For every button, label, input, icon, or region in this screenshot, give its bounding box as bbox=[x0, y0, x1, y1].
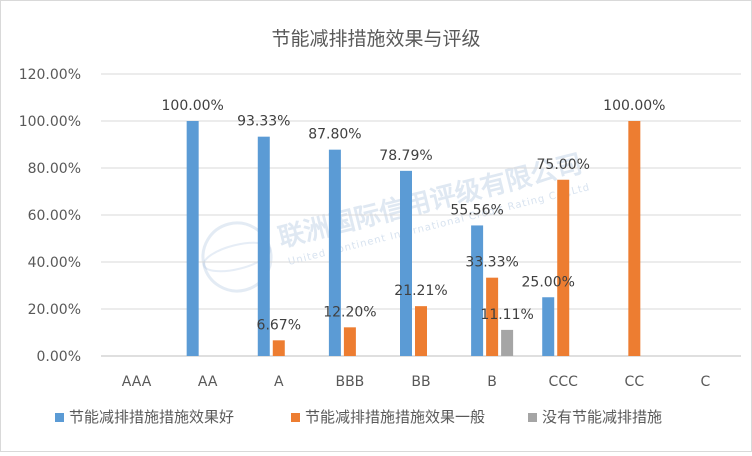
bar bbox=[328, 149, 341, 356]
bar bbox=[400, 170, 412, 356]
legend-item-label: 节能减排措施措施效果好 bbox=[69, 408, 234, 426]
bar bbox=[415, 306, 427, 356]
chart-title: 节能减排措施效果与评级 bbox=[271, 28, 480, 50]
legend-swatch bbox=[291, 413, 300, 422]
x-tick-label: AAA bbox=[122, 374, 152, 390]
x-tick-label: A bbox=[274, 374, 284, 390]
legend-swatch bbox=[528, 413, 537, 422]
x-tick-label: CCC bbox=[549, 374, 579, 390]
y-tick-label: 40.00% bbox=[28, 255, 81, 271]
data-label: 11.11% bbox=[480, 307, 533, 323]
legend-item-label: 节能减排措施措施效果一般 bbox=[305, 408, 485, 426]
bar bbox=[628, 121, 641, 356]
data-labels: 100.00% 93.33% 6.67% 87.80% 12.20% 78.79% 21.2… bbox=[162, 98, 666, 333]
legend-item-label: 没有节能减排措施 bbox=[542, 408, 662, 426]
data-label: 33.33% bbox=[465, 255, 518, 271]
x-tick-label: BBB bbox=[335, 374, 364, 390]
data-label: 21.21% bbox=[394, 283, 447, 299]
bar bbox=[257, 136, 270, 356]
data-label: 6.67% bbox=[257, 317, 301, 333]
x-tick-label: BB bbox=[411, 374, 430, 390]
data-label: 100.00% bbox=[603, 98, 665, 114]
y-tick-label: 0.00% bbox=[37, 349, 81, 365]
x-tick-label: B bbox=[487, 374, 497, 390]
data-label: 93.33% bbox=[237, 114, 290, 130]
bar bbox=[501, 329, 514, 356]
y-tick-label: 120.00% bbox=[19, 67, 81, 83]
x-tick-label: CC bbox=[625, 374, 645, 390]
bar bbox=[343, 327, 356, 356]
y-tick-label: 60.00% bbox=[28, 208, 81, 224]
bars bbox=[186, 121, 641, 356]
data-label: 25.00% bbox=[522, 274, 575, 290]
y-tick-label: 80.00% bbox=[28, 161, 81, 177]
x-tick-label: C bbox=[701, 374, 711, 390]
bar bbox=[557, 179, 570, 356]
data-label: 87.80% bbox=[308, 127, 361, 143]
data-label: 55.56% bbox=[450, 202, 503, 218]
bar bbox=[186, 121, 199, 356]
x-axis: AAA AA A BBB BB B CCC CC C bbox=[122, 374, 711, 390]
bar bbox=[542, 297, 555, 356]
globe-logo-icon bbox=[201, 221, 273, 293]
bar bbox=[486, 277, 499, 356]
data-label: 78.79% bbox=[379, 148, 432, 164]
data-label: 75.00% bbox=[537, 157, 590, 173]
legend: 节能减排措施措施效果好 节能减排措施措施效果一般 没有节能减排措施 bbox=[55, 408, 662, 426]
data-label: 100.00% bbox=[162, 98, 224, 114]
y-axis: 0.00% 20.00% 40.00% 60.00% 80.00% 100.00% 120.… bbox=[19, 67, 81, 365]
y-tick-label: 20.00% bbox=[28, 302, 81, 318]
legend-swatch bbox=[55, 413, 64, 422]
bar bbox=[471, 225, 484, 356]
x-tick-label: AA bbox=[198, 374, 218, 390]
bar bbox=[272, 340, 285, 356]
y-tick-label: 100.00% bbox=[19, 114, 81, 130]
data-label: 12.20% bbox=[323, 304, 376, 320]
